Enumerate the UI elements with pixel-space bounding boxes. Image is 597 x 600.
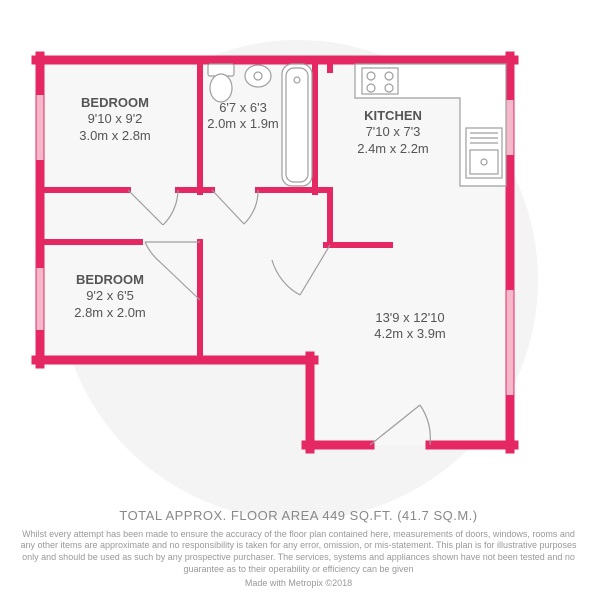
label-kitchen: KITCHEN 7'10 x 7'3 2.4m x 2.2m: [338, 108, 448, 157]
label-bathroom: 6'7 x 6'3 2.0m x 1.9m: [206, 100, 280, 133]
floor-area-text: TOTAL APPROX. FLOOR AREA 449 SQ.FT. (41.…: [20, 508, 577, 525]
label-bedroom1: BEDROOM 9'10 x 9'2 3.0m x 2.8m: [60, 95, 170, 144]
label-bedroom2: BEDROOM 9'2 x 6'5 2.8m x 2.0m: [55, 272, 165, 321]
footer: TOTAL APPROX. FLOOR AREA 449 SQ.FT. (41.…: [20, 508, 577, 590]
label-living: 13'9 x 12'10 4.2m x 3.9m: [350, 310, 470, 343]
credit-text: Made with Metropix ©2018: [20, 578, 577, 590]
disclaimer-text: Whilst every attempt has been made to en…: [20, 529, 577, 576]
